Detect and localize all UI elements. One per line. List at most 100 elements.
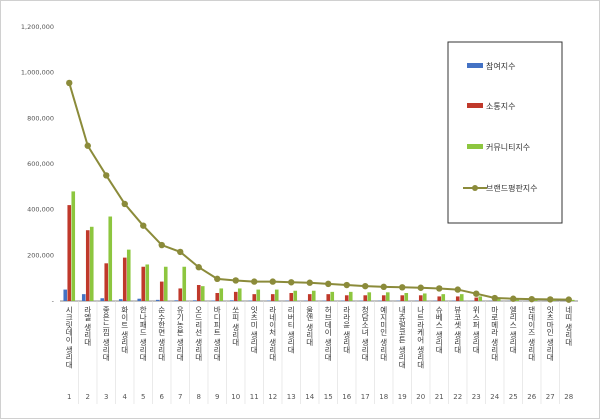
bar [71,191,76,301]
bar [289,293,294,301]
bar [307,294,312,301]
bar [367,292,372,301]
bar [100,298,105,301]
bars-group [63,191,575,302]
bar [474,297,479,301]
category-index: 14 [305,393,314,401]
category-index: 16 [342,393,351,401]
bar [192,300,197,301]
y-tick-label: 1,000,000 [21,69,54,77]
line-point [343,281,350,289]
bar [145,264,150,301]
bar [122,257,127,301]
bar [178,288,183,301]
line-point [510,295,517,302]
bar [215,293,220,301]
line-point [195,264,202,271]
bar [270,294,275,301]
line-point [103,172,110,179]
bar [182,266,187,301]
category-index: 21 [435,393,444,401]
bar [385,292,390,301]
category-index: 20 [416,393,425,401]
bar [159,281,164,301]
bar [478,296,483,301]
y-tick-label: 800,000 [27,114,54,122]
bar [233,291,238,301]
category-index: 17 [361,393,370,401]
bar [437,296,442,301]
category-label: 내츄럴코튼 생리대 [398,306,407,370]
category-index: 9 [215,393,219,401]
category-label: 마로메라 생리대 [490,306,499,362]
bar [459,294,464,301]
category-index: 11 [250,393,259,401]
category-label: 울앤 생리대 [305,306,314,347]
y-tick-label: 600,000 [27,160,54,168]
category-index: 4 [123,393,128,401]
category-label: 오드리선 생리대 [194,306,203,362]
bar [515,299,520,301]
category-index: 10 [231,393,240,401]
bar [85,230,90,301]
line-point [84,142,91,149]
bar [89,226,94,301]
category-index: 13 [287,393,296,401]
bar [418,295,423,301]
category-label: 화이트 생리대 [120,306,129,355]
line-point [491,294,498,302]
bar [118,299,123,301]
line-point [251,278,258,285]
category-label: 댄데이즈 생리대 [527,306,536,362]
bar [200,286,205,301]
y-tick-label: 1,200,000 [21,23,54,31]
category-label: 엘리스 생리대 [509,306,518,355]
bar [570,299,575,301]
category-label: 쏘피 생리대 [231,306,240,347]
line-point [399,284,406,291]
bar [256,289,261,301]
legend-swatch [467,103,483,108]
category-index: 8 [197,393,201,401]
bar [348,291,353,301]
legend-label: 소통지수 [486,102,515,111]
category-index: 6 [160,393,165,401]
line-point [528,295,535,303]
bar [174,300,179,301]
bar [400,295,405,301]
bar [63,289,68,301]
bar [163,266,168,301]
bar [422,293,427,301]
bar [219,288,224,301]
bar [441,294,446,301]
category-index: 28 [564,393,573,401]
bar [330,291,335,301]
category-label: 라네이처 생리대 [268,306,277,362]
line-point [158,241,165,249]
legend-marker [472,185,478,191]
y-tick-label: 400,000 [27,206,54,214]
bar [344,295,349,301]
y-axis-ticks: - 200,000 400,000 600,000 800,000 1,000,000 1,… [21,23,55,305]
legend-label: 브랜드평판지수 [486,183,538,193]
category-label: 청담소녀 생리대 [361,306,370,362]
line-point [121,200,128,208]
legend-label: 참여지수 [486,61,515,71]
line-point [269,278,276,285]
line-series-group [66,79,572,303]
series-line [68,82,569,301]
line-point [547,296,554,303]
category-index: 12 [268,393,277,401]
category-index: 19 [398,393,407,401]
bar [141,266,146,301]
category-index: 23 [472,393,481,401]
legend-swatch [467,144,483,149]
line-point [232,277,239,284]
category-label: 순수한면 생리대 [157,306,166,362]
legend-label: 커뮤니티지수 [486,142,530,152]
line-point [417,284,424,291]
y-tick-label: - [52,297,55,305]
category-label: 뷰코셋 생리대 [453,306,462,355]
line-point [177,248,184,256]
